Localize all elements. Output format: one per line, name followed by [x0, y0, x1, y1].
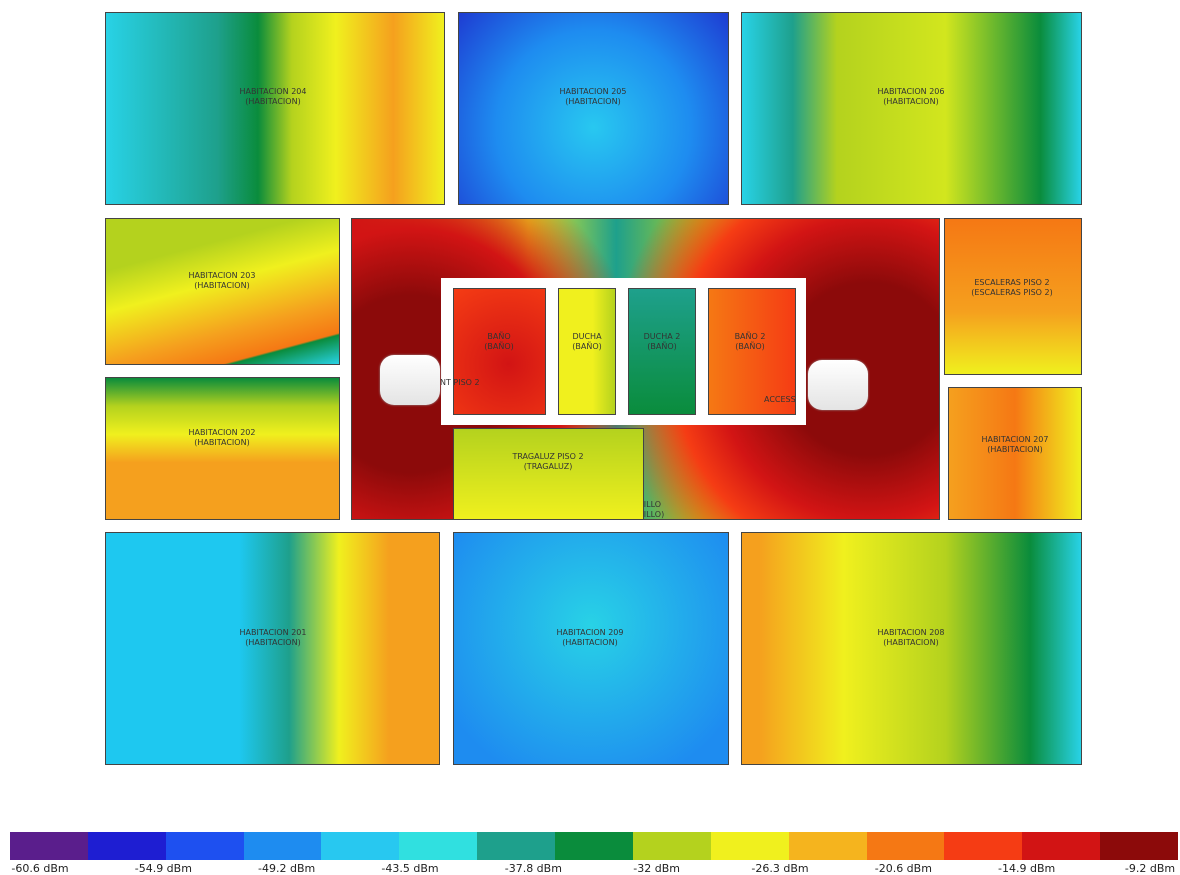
room-label: HABITACION 203(HABITACION) — [189, 271, 256, 291]
room-label: HABITACION 209(HABITACION) — [557, 628, 624, 648]
legend-swatch — [88, 832, 166, 860]
legend-label: -14.9 dBm — [998, 862, 1055, 875]
room-label: HABITACION 202(HABITACION) — [189, 428, 256, 448]
room-name: HABITACION 202 — [189, 428, 256, 438]
room-name: HABITACION 208 — [878, 628, 945, 638]
room-name: HABITACION 204 — [240, 87, 307, 97]
room-label: HABITACION 206(HABITACION) — [878, 87, 945, 107]
legend-swatch — [789, 832, 867, 860]
legend-swatch — [711, 832, 789, 860]
heatmap-page: HABITACION 204(HABITACION)HABITACION 205… — [0, 0, 1180, 875]
room-type: (BAÑO) — [644, 342, 681, 352]
room-type: (HABITACION) — [189, 438, 256, 448]
legend-swatch — [10, 832, 88, 860]
room-type: (HABITACION) — [240, 638, 307, 648]
room-type: (HABITACION) — [878, 638, 945, 648]
room-name: DUCHA 2 — [644, 332, 681, 342]
legend-swatch — [867, 832, 945, 860]
legend-swatch — [1100, 832, 1178, 860]
room-label: HABITACION 208(HABITACION) — [878, 628, 945, 648]
room-name: HABITACION 207 — [982, 435, 1049, 445]
room-label: HABITACION 204(HABITACION) — [240, 87, 307, 107]
legend-label: -9.2 dBm — [1125, 862, 1175, 875]
room — [453, 532, 729, 765]
room — [453, 428, 644, 520]
access-point-label: NT PISO 2 — [440, 378, 480, 387]
room-type: (BAÑO) — [735, 342, 766, 352]
room-name: TRAGALUZ PISO 2 — [512, 452, 583, 462]
legend-swatch — [166, 832, 244, 860]
room-type: (ESCALERAS PISO 2) — [971, 288, 1052, 298]
room — [105, 532, 440, 765]
legend-swatch — [321, 832, 399, 860]
room — [741, 532, 1082, 765]
room-type: (HABITACION) — [189, 281, 256, 291]
legend-label: -54.9 dBm — [135, 862, 192, 875]
room-type: (HABITACION) — [878, 97, 945, 107]
room-name: HABITACION 206 — [878, 87, 945, 97]
room-name: HABITACION 209 — [557, 628, 624, 638]
legend-label: -32 dBm — [633, 862, 680, 875]
room-type: (HABITACION) — [982, 445, 1049, 455]
room-label: TRAGALUZ PISO 2(TRAGALUZ) — [512, 452, 583, 472]
room-label: DUCHA 2(BAÑO) — [644, 332, 681, 352]
legend-label: -43.5 dBm — [381, 862, 438, 875]
room-name: BAÑO 2 — [735, 332, 766, 342]
room — [105, 12, 445, 205]
access-point-label: ACCESS — [764, 395, 796, 404]
room-type: (BAÑO) — [484, 342, 513, 352]
legend-swatch — [555, 832, 633, 860]
room-label: BAÑO 2(BAÑO) — [735, 332, 766, 352]
room-name: HABITACION 205 — [560, 87, 627, 97]
room-name: HABITACION 203 — [189, 271, 256, 281]
room-type: (BAÑO) — [572, 342, 601, 352]
legend-swatch — [633, 832, 711, 860]
access-point-icon — [808, 360, 868, 410]
room-label: HABITACION 207(HABITACION) — [982, 435, 1049, 455]
legend-swatch — [399, 832, 477, 860]
room-name: ESCALERAS PISO 2 — [971, 278, 1052, 288]
legend-label: -26.3 dBm — [751, 862, 808, 875]
legend-label: -60.6 dBm — [11, 862, 68, 875]
room — [741, 12, 1082, 205]
legend-swatch — [944, 832, 1022, 860]
legend-swatch — [1022, 832, 1100, 860]
room-type: (HABITACION) — [557, 638, 624, 648]
room-type: (HABITACION) — [240, 97, 307, 107]
legend-label: -20.6 dBm — [875, 862, 932, 875]
room-type: (HABITACION) — [560, 97, 627, 107]
legend-swatch — [477, 832, 555, 860]
legend-label: -37.8 dBm — [505, 862, 562, 875]
room-label: ESCALERAS PISO 2(ESCALERAS PISO 2) — [971, 278, 1052, 298]
room — [458, 12, 729, 205]
room-label: HABITACION 201(HABITACION) — [240, 628, 307, 648]
room-label: HABITACION 205(HABITACION) — [560, 87, 627, 107]
room-name: BAÑO — [484, 332, 513, 342]
room-type: (TRAGALUZ) — [512, 462, 583, 472]
room — [105, 218, 340, 365]
legend-label: -49.2 dBm — [258, 862, 315, 875]
room-label: BAÑO(BAÑO) — [484, 332, 513, 352]
legend-swatch — [244, 832, 322, 860]
access-point-icon — [380, 355, 440, 405]
room-name: DUCHA — [572, 332, 601, 342]
room-label: DUCHA(BAÑO) — [572, 332, 601, 352]
room — [105, 377, 340, 520]
room-name: HABITACION 201 — [240, 628, 307, 638]
